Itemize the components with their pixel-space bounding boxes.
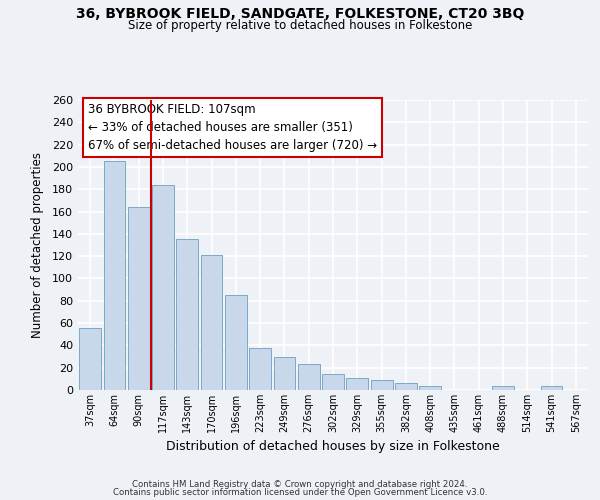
Bar xyxy=(128,207,149,390)
Text: 36 BYBROOK FIELD: 107sqm
← 33% of detached houses are smaller (351)
67% of semi-: 36 BYBROOK FIELD: 107sqm ← 33% of detach… xyxy=(88,103,377,152)
Bar xyxy=(541,386,562,390)
Bar xyxy=(200,255,223,390)
Bar xyxy=(79,328,101,390)
Bar xyxy=(395,384,417,390)
Bar xyxy=(371,380,392,390)
Bar xyxy=(346,378,368,390)
Bar xyxy=(104,162,125,390)
Bar xyxy=(322,374,344,390)
Bar xyxy=(298,364,320,390)
Text: 36, BYBROOK FIELD, SANDGATE, FOLKESTONE, CT20 3BQ: 36, BYBROOK FIELD, SANDGATE, FOLKESTONE,… xyxy=(76,8,524,22)
Y-axis label: Number of detached properties: Number of detached properties xyxy=(31,152,44,338)
Bar xyxy=(419,386,441,390)
Bar xyxy=(249,348,271,390)
Text: Contains HM Land Registry data © Crown copyright and database right 2024.: Contains HM Land Registry data © Crown c… xyxy=(132,480,468,489)
Bar xyxy=(176,240,198,390)
Text: Contains public sector information licensed under the Open Government Licence v3: Contains public sector information licen… xyxy=(113,488,487,497)
Text: Size of property relative to detached houses in Folkestone: Size of property relative to detached ho… xyxy=(128,19,472,32)
Bar xyxy=(152,185,174,390)
Bar xyxy=(274,356,295,390)
Bar xyxy=(225,295,247,390)
X-axis label: Distribution of detached houses by size in Folkestone: Distribution of detached houses by size … xyxy=(166,440,500,454)
Bar xyxy=(492,386,514,390)
